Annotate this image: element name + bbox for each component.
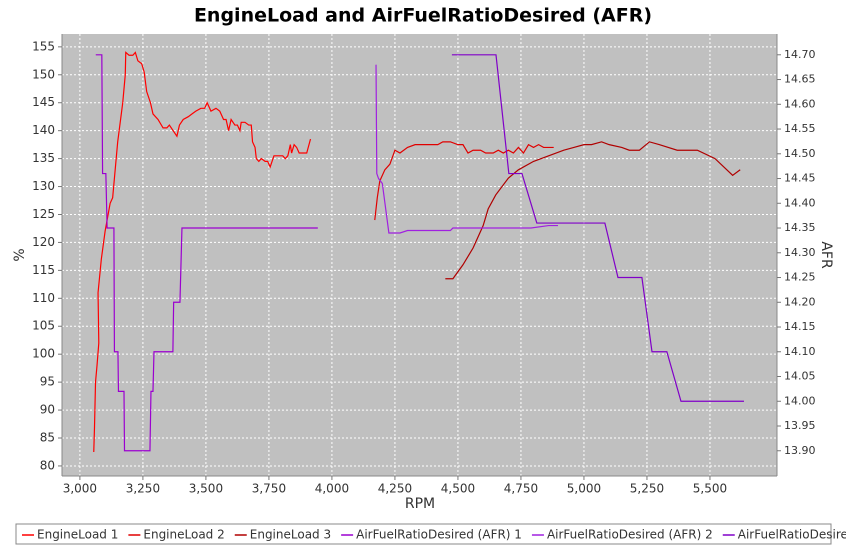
y-tick-label: 125	[32, 207, 55, 221]
legend-label: EngineLoad 2	[143, 528, 224, 542]
y2-tick-label: 14.70	[784, 48, 816, 61]
y-tick-label: 100	[32, 347, 55, 361]
x-tick-label: 4,000	[315, 482, 349, 496]
series-line	[451, 54, 744, 402]
x-tick-label: 5,500	[693, 482, 727, 496]
y2-tick-label: 14.55	[784, 122, 816, 135]
legend-box	[15, 523, 832, 545]
y-tick-label: 110	[32, 291, 55, 305]
y-tick-label: 105	[32, 319, 55, 333]
x-tick-label: 3,250	[126, 482, 160, 496]
y2-tick-label: 14.35	[784, 221, 816, 234]
y2-tick-label: 14.65	[784, 73, 816, 86]
y2-tick-label: 14.30	[784, 246, 816, 259]
y-tick-label: 85	[40, 431, 55, 445]
y-tick-label: 130	[32, 179, 55, 193]
y-tick-label: 90	[40, 403, 55, 417]
y2-tick-label: 14.05	[784, 370, 816, 383]
grid	[62, 34, 777, 476]
series-line	[374, 141, 554, 221]
series-line	[375, 64, 558, 234]
y-axis-label: %	[12, 248, 28, 261]
x-tick-label: 4,750	[504, 482, 538, 496]
legend-label: AirFuelRatioDesired (AFR) 1	[356, 528, 522, 542]
y2-tick-label: 14.15	[784, 320, 816, 333]
y-tick-label: 80	[40, 458, 55, 472]
y2-tick-label: 14.45	[784, 172, 816, 185]
legend-label: AirFuelRatioDesired (AFR) 2	[547, 528, 713, 542]
y-tick-label: 145	[32, 95, 55, 109]
y2-tick-label: 14.50	[784, 147, 816, 160]
y2-tick-label: 14.20	[784, 295, 816, 308]
y2-tick-label: 14.40	[784, 196, 816, 209]
x-axis-label: RPM	[405, 496, 435, 512]
x-tick-label: 3,750	[252, 482, 286, 496]
y-tick-label: 150	[32, 67, 55, 81]
x-tick-label: 3,500	[189, 482, 223, 496]
series-line	[93, 51, 312, 452]
y2-tick-label: 14.00	[784, 394, 816, 407]
chart-title: EngineLoad and AirFuelRatioDesired (AFR)	[194, 5, 652, 27]
y-tick-label: 115	[32, 263, 55, 277]
y-tick-label: 140	[32, 123, 55, 137]
y-tick-label: 95	[40, 375, 55, 389]
legend: EngineLoad 1 EngineLoad 2 EngineLoad 3 AirF…	[22, 528, 846, 542]
axes: 3,000 3,250 3,500 3,750 4,000 4,250 4,500 4,750…	[32, 34, 816, 496]
x-tick-label: 5,250	[630, 482, 664, 496]
legend-label: EngineLoad 1	[37, 528, 118, 542]
y2-axis-label: AFR	[818, 241, 834, 269]
y-tick-label: 120	[32, 235, 55, 249]
y-tick-label: 155	[32, 39, 55, 53]
x-tick-label: 4,500	[441, 482, 475, 496]
x-tick-label: 4,250	[378, 482, 412, 496]
x-tick-label: 3,000	[63, 482, 97, 496]
y2-tick-label: 14.60	[784, 97, 816, 110]
y2-tick-label: 13.95	[784, 419, 816, 432]
series-line	[445, 141, 741, 280]
series-line	[95, 54, 318, 452]
y2-tick-label: 14.25	[784, 271, 816, 284]
y2-tick-label: 14.10	[784, 345, 816, 358]
x-tick-label: 5,000	[567, 482, 601, 496]
y2-tick-label: 13.90	[784, 444, 816, 457]
legend-label: EngineLoad 3	[250, 528, 331, 542]
y-tick-label: 135	[32, 151, 55, 165]
legend-label: AirFuelRatioDesired (AFR) 3	[738, 528, 846, 542]
series	[93, 51, 744, 452]
